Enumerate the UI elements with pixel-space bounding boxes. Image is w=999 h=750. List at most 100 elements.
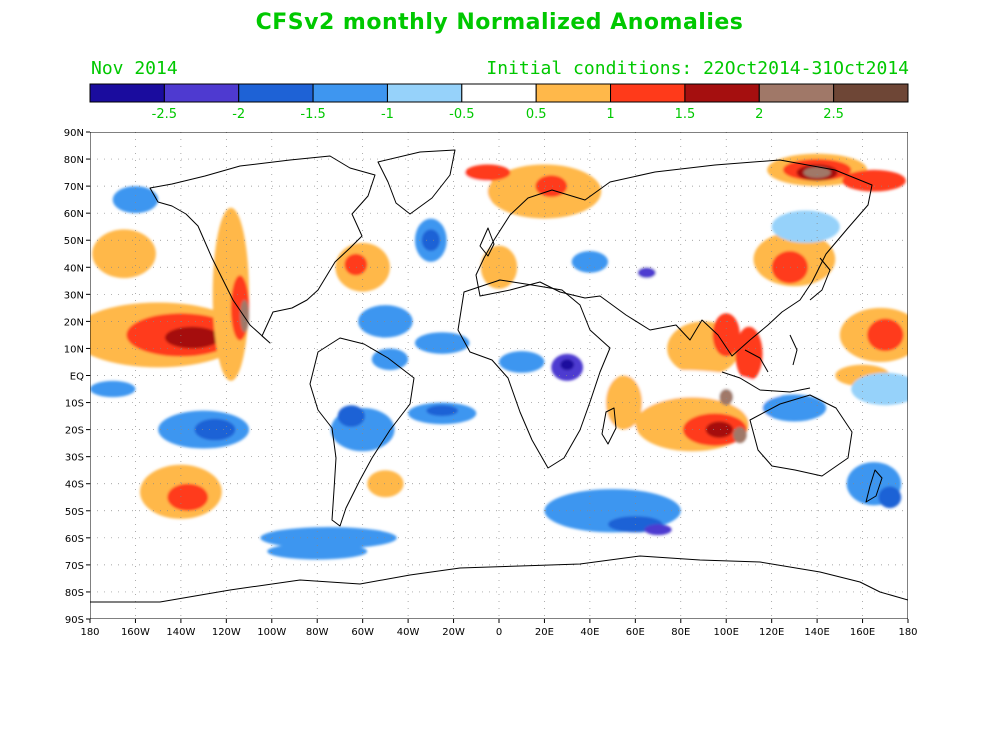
anomaly-patch bbox=[344, 253, 368, 276]
coastline-australia bbox=[749, 394, 853, 477]
colorbar-swatch bbox=[163, 83, 240, 103]
coastline-antarctica bbox=[90, 555, 908, 603]
anomaly-patch bbox=[358, 305, 413, 338]
anomaly-patch bbox=[385, 435, 477, 468]
anomaly-patch bbox=[842, 169, 906, 192]
anomaly-patch bbox=[878, 486, 902, 509]
colorbar-swatch bbox=[89, 83, 165, 103]
colorbar-swatch bbox=[238, 83, 314, 103]
anomaly-field bbox=[90, 132, 908, 603]
lon-label: 40E bbox=[580, 627, 599, 638]
colorbar-swatch bbox=[386, 83, 463, 103]
anomaly-patch bbox=[476, 564, 613, 576]
lon-label: 140W bbox=[166, 627, 195, 638]
lon-label: 140E bbox=[804, 627, 829, 638]
anomaly-patch bbox=[499, 351, 545, 373]
lat-label: 70N bbox=[64, 182, 84, 193]
anomaly-patch bbox=[705, 421, 734, 438]
colorbar-swatch bbox=[312, 83, 388, 103]
anomaly-patch bbox=[337, 405, 365, 427]
lat-label: 20S bbox=[65, 426, 84, 437]
anomaly-patch bbox=[510, 132, 670, 160]
lat-label: 40S bbox=[65, 480, 84, 491]
anomaly-patch bbox=[239, 299, 250, 333]
anomaly-patch bbox=[464, 164, 511, 181]
chart-title: CFSv2 monthly Normalized Anomalies bbox=[255, 10, 744, 35]
anomaly-patch bbox=[623, 240, 693, 284]
coastline-japan bbox=[809, 257, 831, 301]
lat-label: 50N bbox=[64, 236, 84, 247]
anomaly-patch bbox=[735, 326, 763, 381]
anomaly-patch bbox=[771, 210, 840, 243]
anomaly-patch bbox=[571, 251, 609, 273]
anomaly-patch bbox=[92, 229, 156, 279]
lat-label: 80S bbox=[65, 588, 84, 599]
initial-conditions: Initial conditions: 22Oct2014-31Oct2014 bbox=[486, 58, 909, 79]
colorbar-label: 2.5 bbox=[823, 107, 844, 122]
colorbar-label: -1 bbox=[381, 107, 394, 122]
anomaly-patch bbox=[414, 332, 470, 354]
anomaly-patch bbox=[367, 470, 404, 498]
lat-label: 30N bbox=[64, 290, 84, 301]
anomaly-patch bbox=[412, 169, 495, 214]
coastline-eurasia bbox=[475, 159, 873, 357]
colorbar-label: -2.5 bbox=[152, 107, 177, 122]
colorbar-label: -2 bbox=[232, 107, 245, 122]
coastline-north-america bbox=[149, 155, 376, 344]
lat-label: 10S bbox=[65, 399, 84, 410]
lat-label: 70S bbox=[65, 561, 84, 572]
coastline-greenland bbox=[377, 149, 456, 215]
anomaly-patch bbox=[426, 405, 459, 417]
longitude-labels: 180 160W 140W 120W 100W 80W 60W 40W 20W 0 20E 40E 60… bbox=[80, 619, 918, 638]
colorbar-label: -0.5 bbox=[449, 107, 474, 122]
anomaly-patch bbox=[164, 326, 220, 349]
coastlines bbox=[90, 149, 908, 603]
colorbar-label: 1.5 bbox=[675, 107, 696, 122]
colorbar-swatch bbox=[758, 83, 835, 103]
anomaly-patch bbox=[733, 426, 747, 444]
lat-label: 50S bbox=[65, 507, 84, 518]
lon-label: 100W bbox=[257, 627, 286, 638]
lon-label: 160E bbox=[850, 627, 875, 638]
anomaly-patch bbox=[374, 581, 624, 603]
lat-label: 10N bbox=[64, 344, 84, 355]
latitude-labels: 90N 80N 70N 60N 50N 40N 30N 20N 10N EQ 10S 20S 30S 40… bbox=[64, 128, 90, 626]
coastline-new-zealand bbox=[865, 469, 883, 503]
lon-label: 80W bbox=[306, 627, 329, 638]
anomaly-patch bbox=[480, 245, 518, 289]
anomaly-patch bbox=[421, 229, 440, 252]
colorbar-label: 1 bbox=[606, 107, 614, 122]
lat-label: 30S bbox=[65, 453, 84, 464]
lat-label: 60N bbox=[64, 209, 84, 220]
lon-label: 80E bbox=[671, 627, 690, 638]
anomaly-patch bbox=[762, 394, 827, 422]
coastline-indonesia bbox=[721, 334, 811, 393]
lat-label: EQ bbox=[70, 372, 84, 383]
lon-label: 100E bbox=[714, 627, 739, 638]
colorbar-swatch bbox=[833, 83, 909, 103]
lat-label: 90N bbox=[64, 128, 84, 139]
coastline-africa bbox=[457, 279, 611, 469]
colorbar-label: 0.5 bbox=[526, 107, 547, 122]
colorbar-swatch bbox=[535, 83, 612, 103]
lat-label: 60S bbox=[65, 534, 84, 545]
lat-label: 40N bbox=[64, 263, 84, 274]
anomaly-patch bbox=[803, 167, 831, 178]
lon-label: 40W bbox=[397, 627, 420, 638]
lon-label: 60W bbox=[351, 627, 374, 638]
lon-label: 180 bbox=[80, 627, 99, 638]
anomaly-patch bbox=[267, 543, 368, 560]
anomaly-patch bbox=[535, 175, 568, 197]
anomaly-patch bbox=[771, 251, 809, 284]
lon-label: 120E bbox=[759, 627, 784, 638]
anomaly-patch bbox=[712, 313, 740, 357]
colorbar-swatch bbox=[461, 83, 537, 103]
coastline-south-america bbox=[309, 337, 415, 527]
lon-label: 180 bbox=[898, 627, 917, 638]
coastline-madagascar bbox=[601, 407, 617, 445]
anomaly-patch bbox=[112, 186, 159, 214]
anomaly-patch bbox=[167, 483, 209, 511]
anomaly-patch bbox=[867, 318, 904, 352]
lat-label: 20N bbox=[64, 317, 84, 328]
